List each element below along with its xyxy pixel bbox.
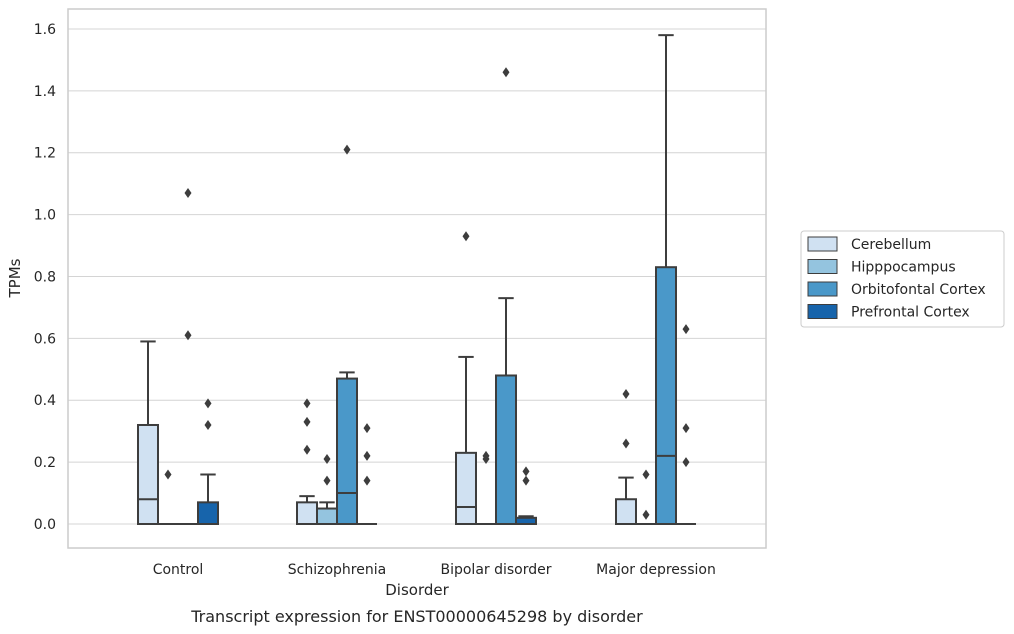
legend-entry: Orbitofontal Cortex: [851, 282, 986, 298]
box-group: [676, 324, 696, 525]
box-group: [636, 469, 656, 525]
x-tick-label: Major depression: [596, 562, 716, 578]
legend-swatch: [807, 304, 838, 319]
outlier-point: [522, 466, 530, 477]
box: [137, 423, 159, 526]
outlier-point: [184, 330, 192, 341]
y-axis-title: TPMs: [6, 258, 24, 298]
outlier-point: [642, 509, 650, 520]
x-axis-title: Disorder: [385, 581, 449, 599]
y-tick-label: 0.2: [34, 455, 56, 471]
box-group: [495, 67, 517, 525]
outlier-point: [682, 423, 690, 434]
y-tick-label: 0.8: [34, 269, 56, 285]
box-group: [615, 389, 637, 525]
outlier-point: [462, 231, 470, 242]
box-group: [158, 469, 178, 525]
legend-frame: [800, 230, 1005, 328]
outlier-point: [522, 475, 530, 486]
legend-entry: Hipppocampus: [851, 260, 956, 276]
box: [336, 377, 358, 525]
y-axis-ticks: 0.0 0.2 0.4 0.6 0.8 1.0 1.2 1.4 1.6: [34, 22, 56, 533]
box: [655, 266, 677, 525]
box-group: [476, 450, 496, 525]
legend-swatch: [807, 236, 838, 252]
legend-swatch: [807, 259, 838, 274]
box: [495, 374, 517, 525]
box: [296, 501, 318, 526]
outlier-point: [164, 469, 172, 480]
y-tick-label: 1.0: [34, 208, 56, 224]
legend-swatch: [807, 281, 838, 297]
outlier-point: [363, 475, 371, 486]
legend: Cerebellum Hipppocampus Orbitofontal Corte…: [800, 230, 1005, 328]
y-tick-label: 0.4: [34, 393, 56, 409]
outlier-point: [323, 454, 331, 465]
plot-frame: [67, 8, 767, 549]
box-group: [296, 398, 318, 526]
figure-caption: Transcript expression for ENST0000064529…: [190, 607, 643, 626]
outlier-point: [303, 444, 311, 455]
outlier-point: [303, 416, 311, 427]
outlier-point: [323, 475, 331, 486]
outlier-point: [682, 457, 690, 468]
box: [197, 501, 219, 526]
outlier-point: [502, 67, 510, 78]
outlier-point: [303, 398, 311, 409]
y-tick-label: 0.0: [34, 517, 56, 533]
outlier-point: [363, 450, 371, 461]
box: [455, 451, 477, 526]
box-group: [316, 454, 338, 525]
box-plot-area: [137, 34, 696, 526]
legend-entry: Prefrontal Cortex: [851, 305, 970, 321]
box-group: [357, 423, 377, 525]
y-tick-label: 1.2: [34, 146, 56, 162]
gridlines: [68, 28, 766, 525]
outlier-point: [682, 324, 690, 335]
outlier-point: [184, 187, 192, 198]
box-group: [655, 34, 677, 525]
y-tick-label: 0.6: [34, 331, 56, 347]
x-axis-ticks: Control Schizophrenia Bipolar disorder Majo…: [153, 562, 716, 578]
box: [316, 507, 338, 525]
box: [615, 498, 637, 525]
box-group: [515, 466, 537, 526]
y-tick-label: 1.4: [34, 84, 56, 100]
outlier-point: [622, 389, 630, 400]
outlier-point: [642, 469, 650, 480]
x-tick-label: Schizophrenia: [288, 562, 386, 578]
outlier-point: [204, 419, 212, 430]
box-group: [336, 144, 358, 525]
box-group: [197, 398, 219, 526]
box-group: [455, 231, 477, 526]
y-tick-label: 1.6: [34, 22, 56, 38]
x-tick-label: Control: [153, 562, 204, 578]
outlier-point: [622, 438, 630, 449]
legend-entry: Cerebellum: [851, 237, 931, 253]
outlier-point: [204, 398, 212, 409]
outlier-point: [482, 450, 490, 461]
x-tick-label: Bipolar disorder: [440, 562, 551, 578]
outlier-point: [343, 144, 351, 155]
outlier-point: [363, 423, 371, 434]
box-group: [178, 187, 198, 525]
box-group: [137, 340, 159, 526]
